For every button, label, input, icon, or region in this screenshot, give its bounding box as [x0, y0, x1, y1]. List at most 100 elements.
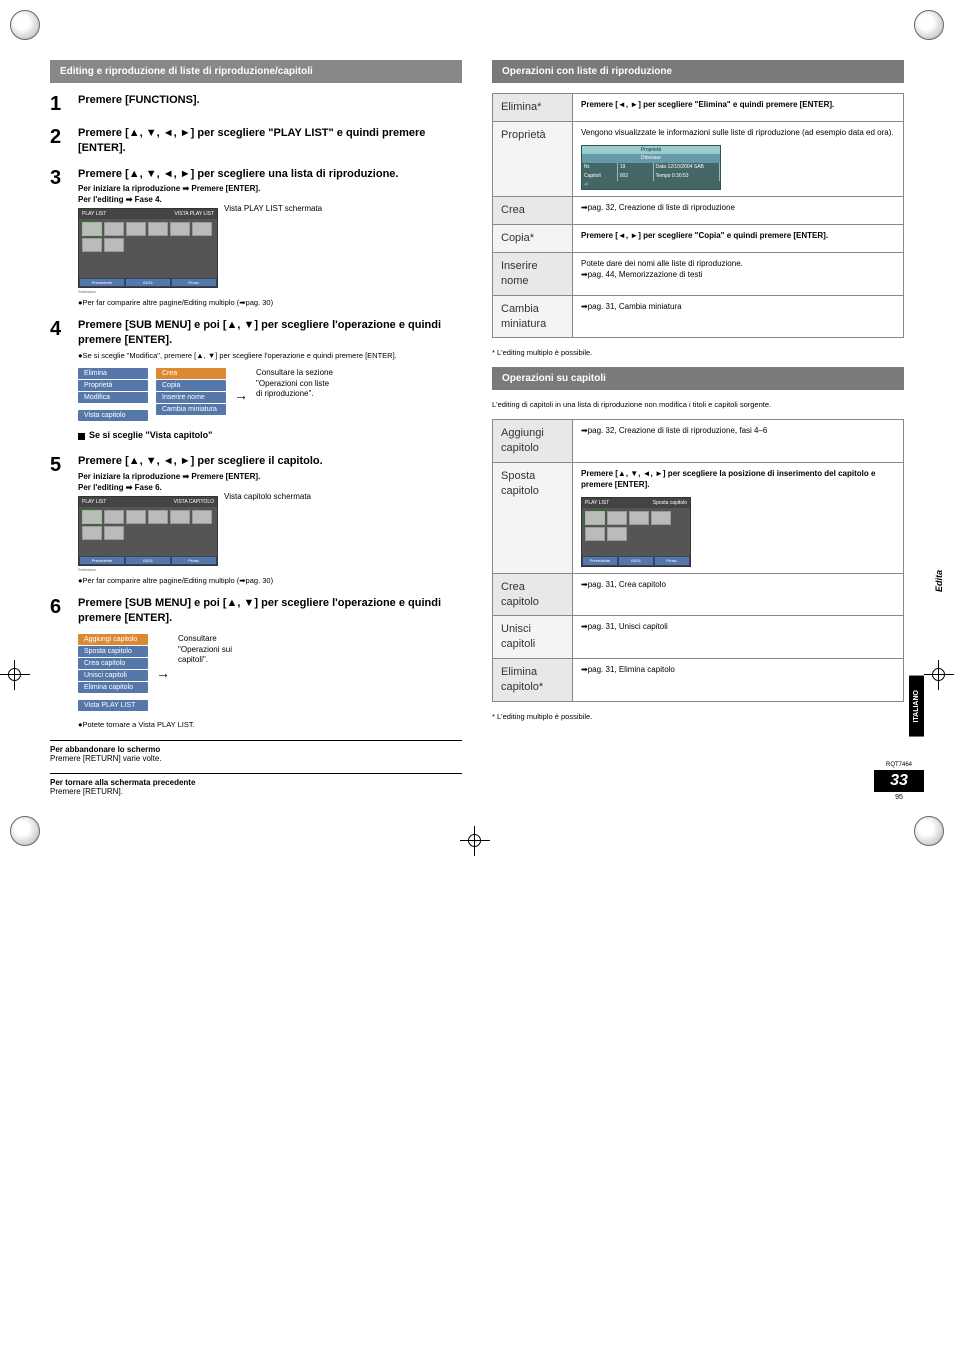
left-column: Editing e riproduzione di liste di ripro…: [50, 60, 462, 796]
op-label: Aggiungi capitolo: [493, 420, 573, 463]
asterisk-note: * L'editing multiplo è possibile.: [492, 348, 904, 357]
menu-item[interactable]: Vista capitolo: [78, 410, 148, 421]
op-label: Sposta capitolo: [493, 463, 573, 574]
menu-item-selected[interactable]: Crea: [156, 368, 226, 379]
menu-item[interactable]: Crea capitolo: [78, 658, 148, 669]
table-row: Crea capitolo ➡pag. 31, Crea capitolo: [493, 573, 904, 616]
reg-crosshair: [460, 826, 490, 856]
reg-mark: [914, 10, 944, 40]
ui-header-right: VISTA CAPITOLO: [174, 499, 214, 505]
op-label: Elimina capitolo*: [493, 659, 573, 702]
table-row: Crea ➡pag. 32, Creazione di liste di rip…: [493, 197, 904, 225]
ui-prev[interactable]: Precedente: [582, 556, 618, 565]
step-number: 6: [50, 596, 78, 619]
prop-hint: ⏎: [582, 181, 720, 190]
table-row: Proprietà Vengono visualizzate le inform…: [493, 121, 904, 197]
table-row: Unisci capitoli ➡pag. 31, Unisci capitol…: [493, 616, 904, 659]
sheet-number: 95: [874, 794, 924, 801]
right-column: Operazioni con liste di riproduzione Eli…: [492, 60, 904, 796]
arrow-right-icon: →: [156, 665, 170, 681]
prop-header: Proprietà: [582, 146, 720, 155]
section-chapter-ops: Operazioni su capitoli: [492, 367, 904, 390]
step-sub: Per l'editing ➡ Fase 4.: [78, 195, 462, 204]
arrow-right-icon: →: [234, 387, 248, 403]
ui-next[interactable]: Pross.: [654, 556, 690, 565]
menu-item[interactable]: Vista PLAY LIST: [78, 700, 148, 711]
ui-header-left: PLAY LIST: [585, 500, 609, 507]
op-label: Cambia miniatura: [493, 295, 573, 338]
table-row: Inserire nome Potete dare dei nomi alle …: [493, 253, 904, 296]
op-label: Inserire nome: [493, 253, 573, 296]
step-number: 3: [50, 167, 78, 190]
prop-title: Dinosaur: [582, 154, 720, 163]
bullet-note: ●Per far comparire altre pagine/Editing …: [78, 576, 462, 586]
menu-item[interactable]: Inserire nome: [156, 392, 226, 403]
op-desc: ➡pag. 32, Creazione di liste di riproduz…: [573, 197, 904, 225]
sub-heading: Se si sceglie "Vista capitolo": [78, 430, 462, 440]
op-label: Crea: [493, 197, 573, 225]
menu-item[interactable]: Copia: [156, 380, 226, 391]
step-1: 1 Premere [FUNCTIONS].: [50, 93, 462, 116]
prop-cell: Nr.: [582, 163, 618, 172]
menu-item[interactable]: Unisci capitoli: [78, 670, 148, 681]
prop-cell: Tempo 0:30:53: [654, 172, 721, 181]
footer-abandon: Per abbandonare lo schermo Premere [RETU…: [50, 740, 462, 763]
menu-item[interactable]: Elimina: [78, 368, 148, 379]
step-title: Premere [▲, ▼, ◄, ►] per scegliere "PLAY…: [78, 126, 462, 157]
step-4: 4 Premere [SUB MENU] e poi [▲, ▼] per sc…: [50, 318, 462, 445]
side-note: Consultare "Operazioni sui capitoli".: [178, 634, 258, 665]
menu-item[interactable]: Modifica: [78, 392, 148, 403]
step-number: 4: [50, 318, 78, 341]
playlist-screenshot: PLAY LIST VISTA PLAY LIST Precedente 01/…: [78, 208, 218, 288]
menu-item[interactable]: Proprietà: [78, 380, 148, 391]
ui-header-left: PLAY LIST: [82, 499, 106, 505]
step-sub: Per iniziare la riproduzione ➡ Premere […: [78, 184, 462, 193]
prop-cell: 19: [618, 163, 654, 172]
section-playlist-ops: Operazioni con liste di riproduzione: [492, 60, 904, 83]
ui-next[interactable]: Pross.: [171, 556, 217, 565]
footer-title: Per tornare alla schermata precedente: [50, 778, 462, 787]
op-label: Copia*: [493, 225, 573, 253]
submenu-left: Elimina Proprietà Modifica Vista capitol…: [78, 368, 148, 422]
op-desc: Vengono visualizzate le informazioni sul…: [573, 121, 904, 197]
section-editing-title: Editing e riproduzione di liste di ripro…: [50, 60, 462, 83]
menu-item-selected[interactable]: Aggiungi capitolo: [78, 634, 148, 645]
chapter-screenshot: PLAY LIST VISTA CAPITOLO Precedente 01/0…: [78, 496, 218, 566]
ui-hint: Seleziona: [78, 289, 462, 294]
side-note: Consultare la sezione "Operazioni con li…: [256, 368, 336, 399]
step-note: ●Se si sceglie "Modifica", premere [▲, ▼…: [78, 351, 462, 361]
screenshot-label: Vista capitolo schermata: [224, 492, 311, 501]
step-number: 2: [50, 126, 78, 149]
table-row: Aggiungi capitolo ➡pag. 32, Creazione di…: [493, 420, 904, 463]
reg-mark: [10, 10, 40, 40]
footer-title: Per abbandonare lo schermo: [50, 745, 462, 754]
step-number: 5: [50, 454, 78, 477]
bullet-note: ●Potete tornare a Vista PLAY LIST.: [78, 720, 462, 730]
menu-item[interactable]: Cambia miniatura: [156, 404, 226, 415]
op-desc: Premere [▲, ▼, ◄, ►] per scegliere la po…: [573, 463, 904, 574]
op-desc: Potete dare dei nomi alle liste di ripro…: [573, 253, 904, 296]
ui-prev[interactable]: Precedente: [79, 556, 125, 565]
step-title: Premere [▲, ▼, ◄, ►] per scegliere il ca…: [78, 454, 462, 469]
submenu-chapter: Aggiungi capitolo Sposta capitolo Crea c…: [78, 634, 148, 712]
prop-cell: Capitoli: [582, 172, 618, 181]
op-label: Proprietà: [493, 121, 573, 197]
prop-cell: 002: [618, 172, 654, 181]
op-desc: Premere [◄, ►] per scegliere "Copia" e q…: [573, 225, 904, 253]
ui-next[interactable]: Pross.: [171, 278, 217, 287]
step-6: 6 Premere [SUB MENU] e poi [▲, ▼] per sc…: [50, 596, 462, 731]
ui-page: 01/01: [125, 278, 171, 287]
step-title: Premere [SUB MENU] e poi [▲, ▼] per sceg…: [78, 318, 462, 349]
language-tab: ITALIANO: [909, 676, 924, 737]
ui-page: 01/01: [125, 556, 171, 565]
ui-prev[interactable]: Precedente: [79, 278, 125, 287]
reg-mark: [10, 816, 40, 846]
rqt-code: RQT7464: [874, 762, 924, 768]
table-row: Cambia miniatura ➡pag. 31, Cambia miniat…: [493, 295, 904, 338]
side-tab-edita: Edita: [934, 570, 944, 592]
op-desc: ➡pag. 31, Elimina capitolo: [573, 659, 904, 702]
menu-item[interactable]: Sposta capitolo: [78, 646, 148, 657]
footer-return: Per tornare alla schermata precedente Pr…: [50, 773, 462, 796]
menu-item[interactable]: Elimina capitolo: [78, 682, 148, 693]
op-desc: Premere [◄, ►] per scegliere "Elimina" e…: [573, 94, 904, 122]
